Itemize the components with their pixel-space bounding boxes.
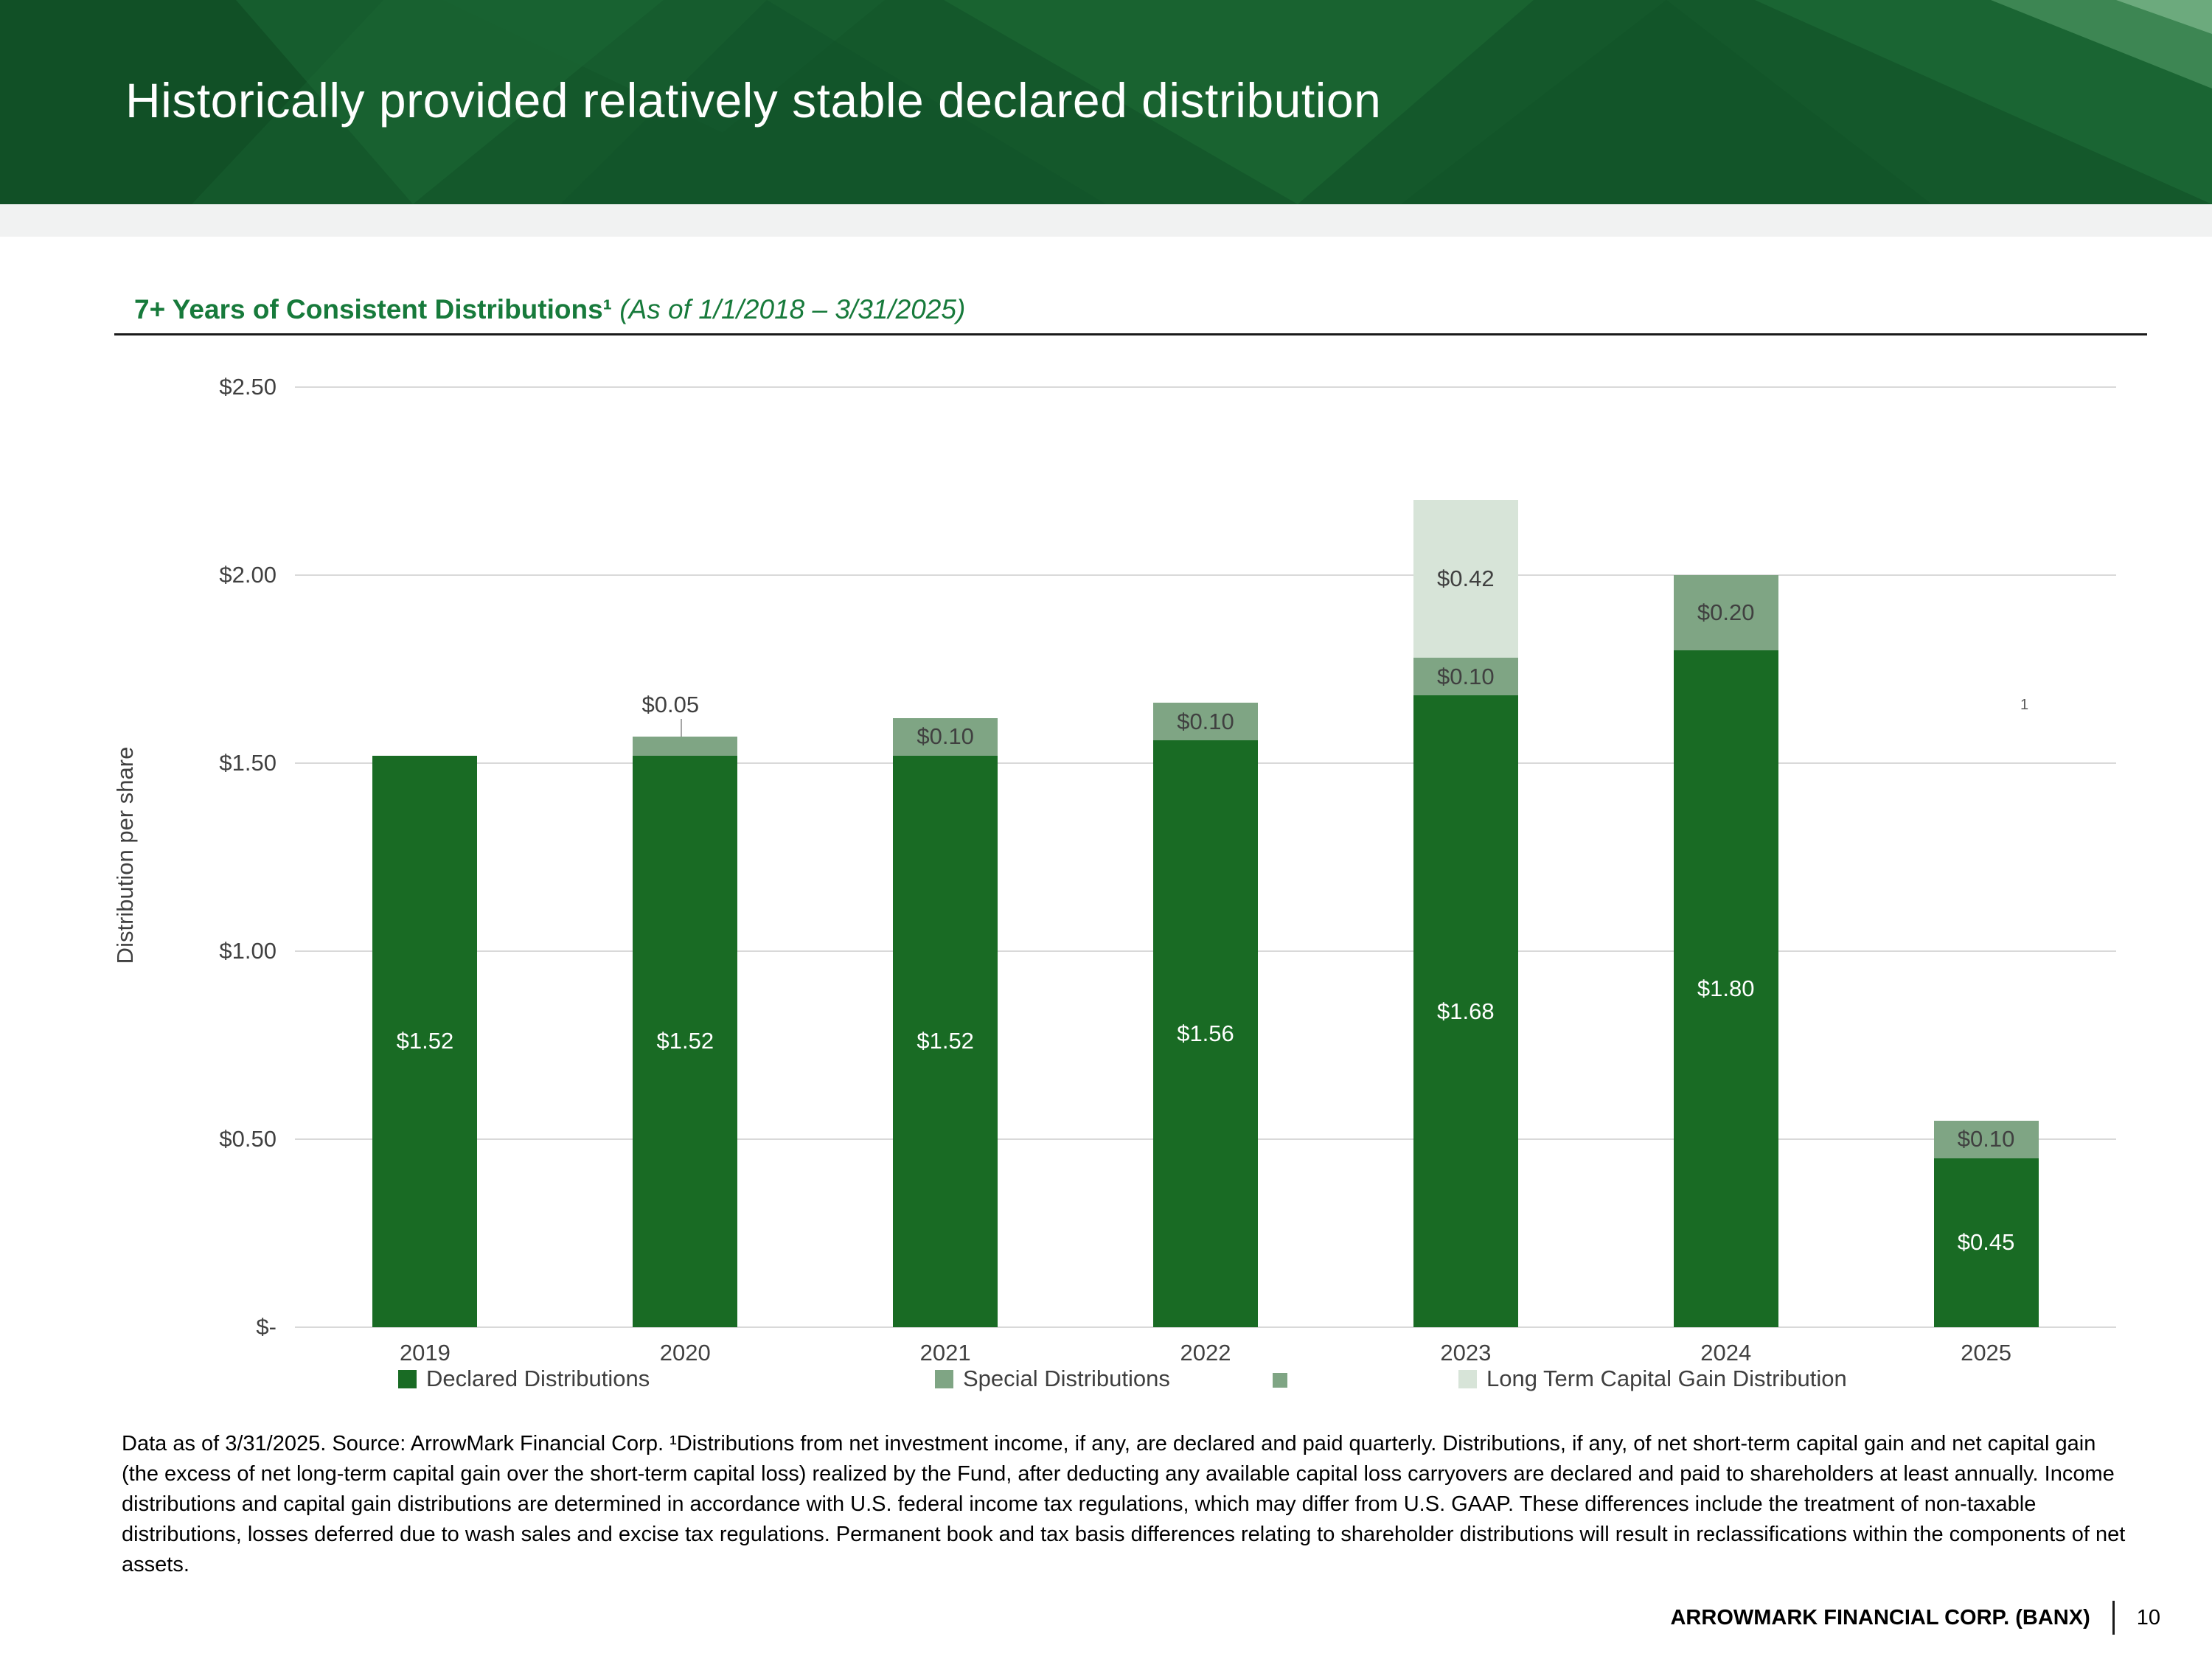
- bar-value-label: $0.05: [641, 692, 700, 718]
- footnote-marker-annotation: 1: [2020, 697, 2029, 713]
- header-separator-strip: [0, 204, 2212, 237]
- y-axis-tick-label: $1.50: [219, 750, 276, 776]
- footer-company-name: ARROWMARK FINANCIAL CORP. (BANX): [1670, 1605, 2090, 1630]
- bar-value-label: $1.68: [1437, 998, 1495, 1024]
- slide-title: Historically provided relatively stable …: [125, 73, 1382, 128]
- bar-segment-2021-declared-distributions: [893, 755, 998, 1327]
- x-axis-tick-label: 2020: [659, 1340, 711, 1366]
- header-banner: Historically provided relatively stable …: [0, 0, 2212, 204]
- legend-label: Declared Distributions: [426, 1366, 650, 1391]
- bar-value-label: $0.10: [917, 723, 974, 750]
- legend-extra-marker-icon: [1273, 1373, 1287, 1388]
- legend-swatch-special-icon: [935, 1369, 953, 1388]
- legend-label: Long Term Capital Gain Distribution: [1486, 1366, 1847, 1391]
- bar-segment-2020-special-distributions: [633, 737, 738, 756]
- y-axis-tick-label: $2.50: [219, 374, 276, 400]
- bar-segment-2024-special-distributions: [1673, 575, 1778, 650]
- legend-item-declared-distributions: Declared Distributions: [398, 1366, 650, 1392]
- chart-section-heading: 7+ Years of Consistent Distributions¹ (A…: [134, 293, 965, 326]
- bar-value-label: $1.52: [656, 1028, 714, 1054]
- heading-underline: [114, 333, 2147, 335]
- bar-segment-2022-special-distributions: [1153, 703, 1258, 741]
- gridline: [295, 574, 2116, 576]
- bar-value-label: $0.45: [1957, 1229, 2015, 1256]
- legend-item-special-distributions: Special Distributions: [935, 1366, 1170, 1392]
- bar-segment-2025-special-distributions: [1933, 1120, 2039, 1158]
- bar-segment-2022-declared-distributions: [1153, 740, 1258, 1327]
- callout-line: [681, 719, 683, 737]
- legend-item-long-term-capital-gain: Long Term Capital Gain Distribution: [1458, 1366, 1847, 1392]
- y-axis-title: Distribution per share: [112, 746, 138, 964]
- footer-divider: [2112, 1601, 2115, 1635]
- y-axis-tick-label: $2.00: [219, 562, 276, 588]
- y-axis-tick-label: $1.00: [219, 938, 276, 964]
- x-axis-tick-label: 2024: [1700, 1340, 1752, 1366]
- bar-value-label: $0.10: [1437, 663, 1495, 689]
- y-axis-tick-label: $0.50: [219, 1126, 276, 1152]
- x-axis-tick-label: 2021: [919, 1340, 971, 1366]
- bar-segment-2023-long-term-capital-gain-distribution: [1413, 500, 1518, 658]
- chart-heading-date-range: (As of 1/1/2018 – 3/31/2025): [612, 294, 966, 324]
- bar-segment-2024-declared-distributions: [1673, 650, 1778, 1327]
- x-axis-tick-label: 2023: [1440, 1340, 1492, 1366]
- footer-page-number: 10: [2136, 1605, 2160, 1630]
- bar-value-label: $0.42: [1437, 566, 1495, 592]
- chart-heading-text: 7+ Years of Consistent Distributions¹: [134, 294, 612, 324]
- bar-chart-plot-area: $2.50 $2.00 $1.50 $1.00 $0.50 $- 2019 $1.52 2020…: [219, 374, 2116, 1366]
- legend-label: Special Distributions: [963, 1366, 1170, 1391]
- footer: ARROWMARK FINANCIAL CORP. (BANX) 10: [1670, 1599, 2160, 1637]
- y-axis-tick-label: $-: [256, 1314, 276, 1340]
- legend-swatch-ltcg-icon: [1458, 1369, 1477, 1388]
- bar-value-label: $1.80: [1697, 975, 1755, 1001]
- bar-segment-2020-declared-distributions: [633, 755, 738, 1327]
- bar-value-label: $1.52: [396, 1028, 454, 1054]
- bar-segment-2021-special-distributions: [893, 717, 998, 756]
- bar-value-label: $1.56: [1177, 1020, 1234, 1047]
- bar-segment-2019-declared-distributions: [372, 755, 478, 1327]
- bar-value-label: $0.10: [1177, 708, 1234, 734]
- bar-value-label: $1.52: [917, 1028, 974, 1054]
- x-axis-tick-label: 2022: [1180, 1340, 1231, 1366]
- header-polygon-texture: [0, 0, 2212, 204]
- legend-swatch-declared-icon: [398, 1369, 417, 1388]
- chart-legend: Declared Distributions Special Distribut…: [0, 1366, 2212, 1399]
- gridline: [295, 1326, 2116, 1328]
- gridline: [295, 386, 2116, 388]
- x-axis-tick-label: 2019: [399, 1340, 451, 1366]
- bar-value-label: $0.10: [1957, 1126, 2015, 1152]
- x-axis-tick-label: 2025: [1961, 1340, 2012, 1366]
- bar-segment-2023-special-distributions: [1413, 658, 1518, 696]
- bar-segment-2023-declared-distributions: [1413, 695, 1518, 1327]
- bar-segment-2025-declared-distributions: [1933, 1158, 2039, 1327]
- bar-value-label: $0.20: [1697, 599, 1755, 625]
- footnote-text: Data as of 3/31/2025. Source: ArrowMark …: [122, 1432, 2126, 1576]
